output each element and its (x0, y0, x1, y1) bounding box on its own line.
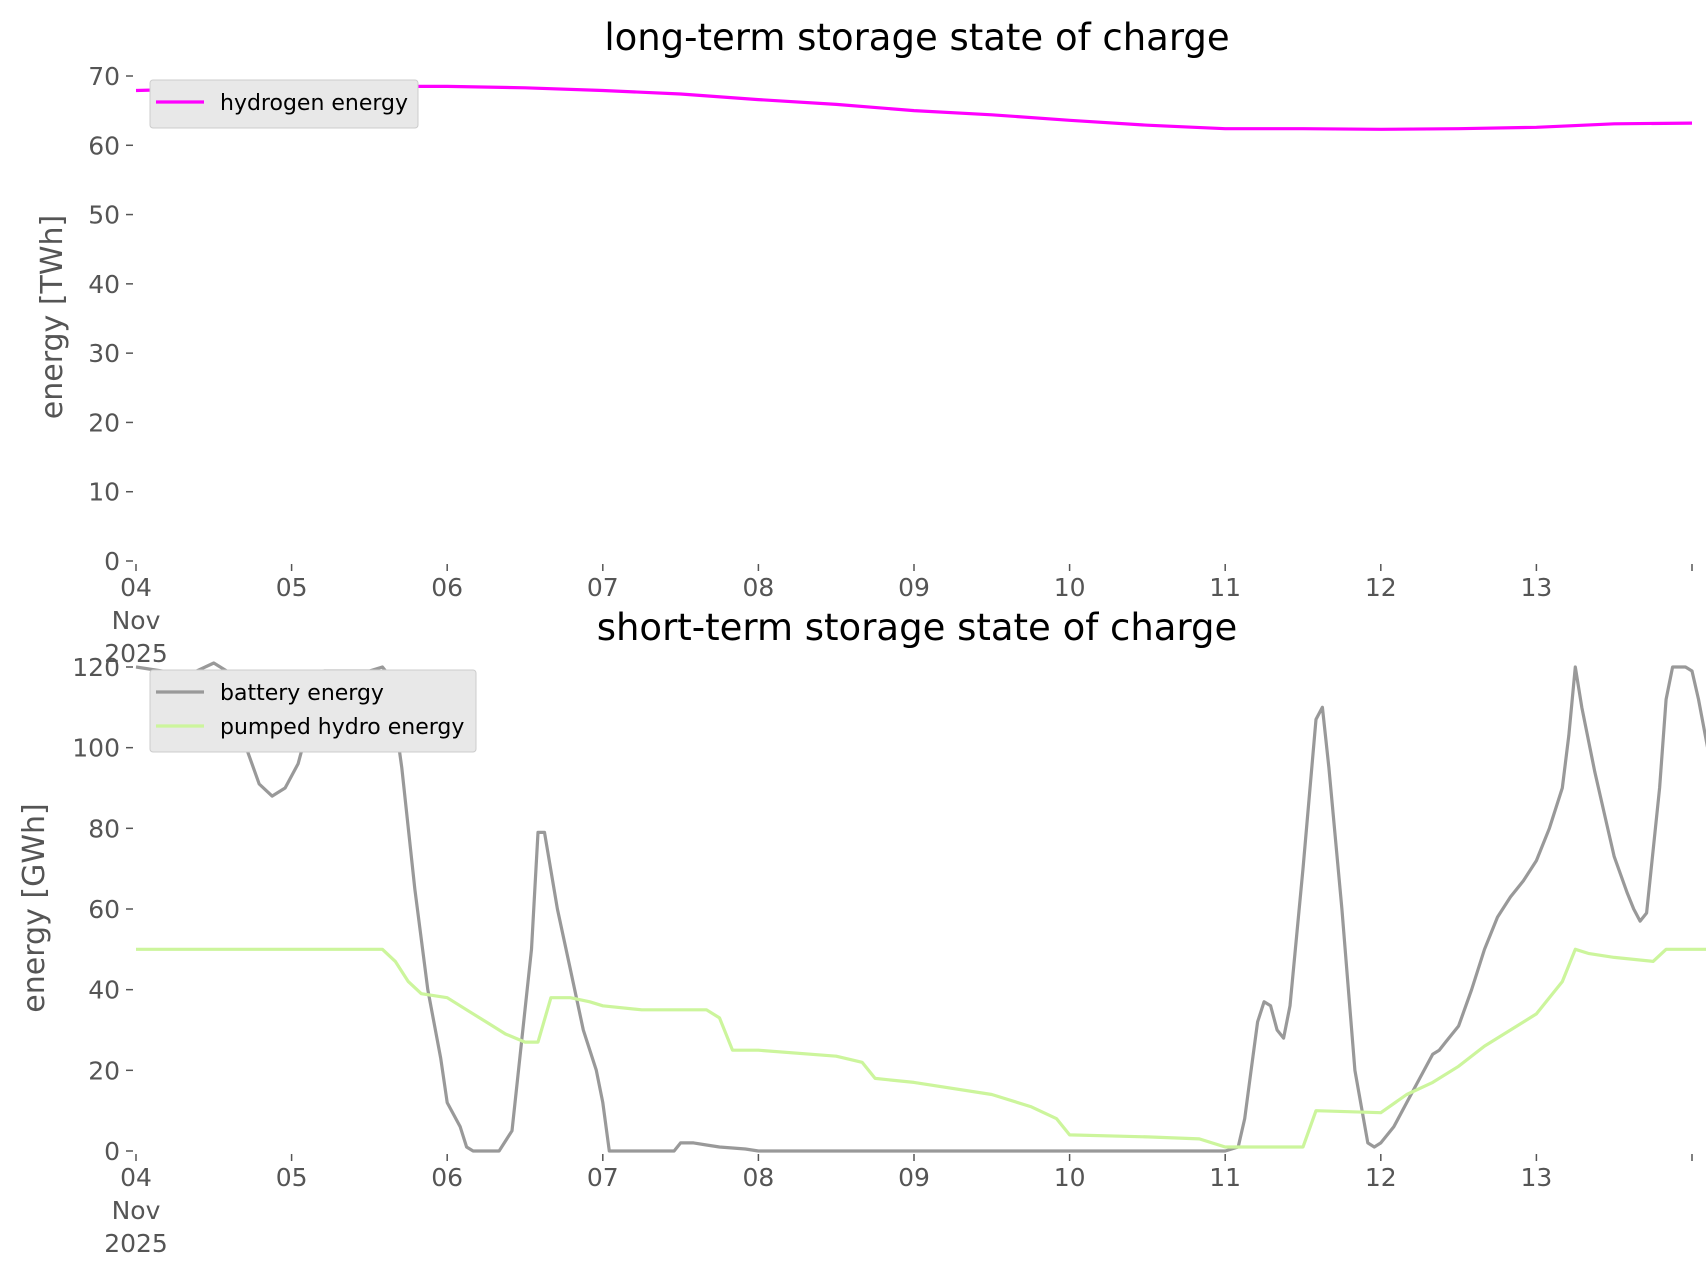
long-term-storage-panel: long-term storage state of charge energy… (35, 16, 1693, 668)
y-axis: 0 10 20 30 40 50 60 70 (88, 62, 133, 576)
y-axis: 0 20 40 60 80 100 120 (72, 653, 133, 1166)
series-line-battery-energy (135, 661, 1706, 1153)
y-tick-label: 70 (88, 62, 120, 91)
x-tick-label: 12 (1365, 573, 1397, 602)
legend: battery energy pumped hydro energy (149, 669, 477, 753)
x-tick-label: 05 (276, 573, 308, 602)
x-tick-label: 12 (1365, 1163, 1397, 1192)
x-tick-label: 08 (742, 573, 774, 602)
x-tick-label: 11 (1209, 1163, 1241, 1192)
y-tick-label: 60 (88, 895, 120, 924)
y-tick-label: 0 (104, 1137, 120, 1166)
legend-box (149, 79, 419, 129)
x-tick-label: 06 (431, 573, 463, 602)
x-tick-label: 07 (587, 1163, 619, 1192)
y-tick-label: 10 (88, 478, 120, 507)
chart-title: short-term storage state of charge (597, 606, 1238, 649)
y-tick-label: 20 (88, 1056, 120, 1085)
y-tick-label: 30 (88, 339, 120, 368)
legend-label: hydrogen energy (220, 91, 408, 116)
x-tick-label: 10 (1054, 1163, 1086, 1192)
x-tick-label: 05 (276, 1163, 308, 1192)
y-tick-label: 80 (88, 814, 120, 843)
y-tick-label: 50 (88, 201, 120, 230)
x-tick-label: 07 (587, 573, 619, 602)
y-tick-label: 20 (88, 408, 120, 437)
y-tick-label: 120 (72, 653, 120, 682)
x-axis: 04 Nov 2025 05 06 07 08 09 10 11 12 13 (104, 564, 1693, 668)
chart-title: long-term storage state of charge (604, 16, 1229, 59)
x-tick-label: 04 Nov 2025 (104, 1163, 168, 1258)
x-tick-label: 13 (1520, 1163, 1552, 1192)
x-tick-label: 04 Nov 2025 (104, 573, 168, 668)
x-axis: 04 Nov 2025 05 06 07 08 09 10 11 12 13 (104, 1154, 1693, 1258)
y-tick-label: 100 (72, 734, 120, 763)
legend-box (149, 669, 477, 753)
series-line-pumped-hydro-energy (136, 947, 1706, 1149)
legend-label: pumped hydro energy (220, 715, 464, 740)
y-tick-label: 60 (88, 131, 120, 160)
legend: hydrogen energy (149, 79, 419, 129)
x-tick-label: 08 (742, 1163, 774, 1192)
y-tick-label: 40 (88, 976, 120, 1005)
y-axis-label: energy [GWh] (17, 803, 52, 1012)
x-tick-label: 11 (1209, 573, 1241, 602)
x-tick-label: 13 (1520, 573, 1552, 602)
y-tick-label: 40 (88, 270, 120, 299)
plot-lines (135, 661, 1706, 1153)
y-axis-label: energy [TWh] (35, 215, 70, 419)
x-tick-label: 09 (898, 573, 930, 602)
legend-label: battery energy (220, 681, 384, 706)
short-term-storage-panel: short-term storage state of charge energ… (17, 606, 1706, 1258)
x-tick-label: 09 (898, 1163, 930, 1192)
x-tick-label: 06 (431, 1163, 463, 1192)
x-tick-label: 10 (1054, 573, 1086, 602)
y-tick-label: 0 (104, 547, 120, 576)
